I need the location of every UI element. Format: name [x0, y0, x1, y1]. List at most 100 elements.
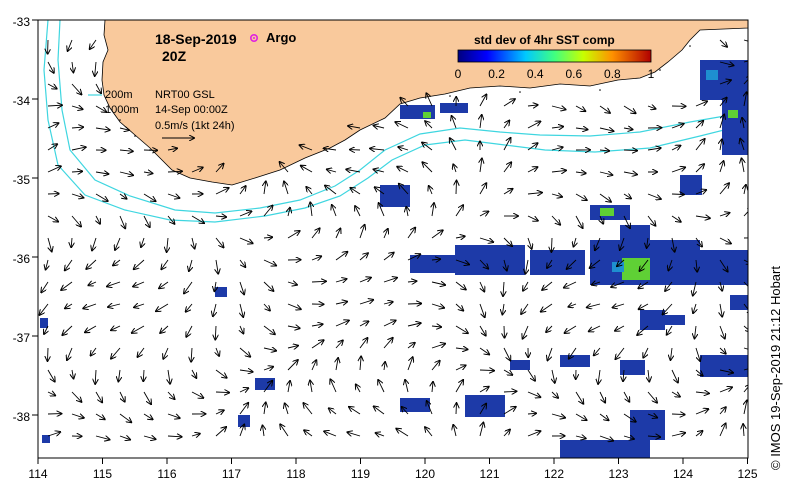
current-arrow [426, 93, 433, 107]
current-arrow [479, 347, 489, 354]
current-arrow [303, 403, 313, 415]
current-arrow [95, 193, 108, 201]
current-arrow [480, 159, 482, 173]
current-arrow [527, 431, 540, 437]
current-arrow [288, 381, 290, 393]
current-arrow [95, 413, 105, 419]
current-arrow [743, 60, 748, 63]
current-arrow [71, 215, 81, 227]
sst-patches [40, 60, 748, 458]
current-arrow [425, 121, 433, 129]
current-arrow [600, 215, 603, 224]
current-arrow [143, 172, 152, 173]
current-arrow [671, 146, 680, 150]
current-arrow [65, 259, 73, 270]
current-arrow [40, 303, 49, 315]
current-arrow [671, 347, 673, 360]
current-arrow [47, 144, 57, 151]
current-arrow [623, 172, 637, 175]
current-arrow [575, 413, 587, 420]
current-arrow [720, 281, 722, 291]
current-arrow [95, 61, 96, 76]
current-arrow [402, 407, 409, 415]
current-arrow [453, 164, 456, 173]
current-arrow [574, 237, 577, 247]
current-arrow [479, 183, 486, 195]
current-arrow [695, 164, 704, 173]
current-arrow [568, 304, 577, 307]
current-arrow [61, 281, 73, 290]
velocity-scale-label: 0.5m/s (1kt 24h) [155, 120, 234, 132]
current-arrow [638, 281, 649, 288]
current-arrow [47, 369, 55, 382]
current-arrow [719, 325, 725, 339]
current-arrow [324, 148, 337, 150]
current-arrow [263, 259, 276, 266]
current-arrow [47, 83, 57, 89]
current-arrow [743, 424, 744, 437]
current-arrow [719, 259, 728, 272]
current-arrow [589, 325, 601, 331]
current-arrow [327, 169, 337, 172]
current-arrow [72, 61, 73, 72]
current-arrow [456, 403, 457, 415]
current-arrow [119, 172, 133, 175]
current-arrow [551, 194, 562, 197]
current-arrow [168, 369, 170, 384]
current-arrow [425, 427, 433, 437]
current-arrow [86, 259, 97, 269]
current-arrow [399, 184, 409, 195]
current-arrow [263, 348, 276, 351]
current-arrow [351, 188, 361, 195]
current-arrow [548, 347, 553, 360]
current-arrow [648, 369, 649, 382]
current-arrow [479, 325, 486, 336]
current-arrow [311, 228, 320, 239]
current-arrow [456, 181, 457, 195]
current-arrow [623, 105, 636, 113]
current-arrow [88, 282, 97, 285]
current-arrow [240, 325, 243, 333]
current-arrow [422, 143, 433, 151]
current-arrow [263, 325, 275, 334]
current-arrow [167, 436, 182, 437]
current-arrow [720, 139, 722, 151]
current-arrow [167, 171, 182, 172]
current-arrow [184, 281, 193, 293]
current-arrow [647, 106, 656, 109]
current-arrow [695, 347, 700, 361]
current-arrow [239, 370, 253, 372]
current-arrow [397, 167, 409, 173]
y-tick-label: -37 [13, 331, 31, 345]
current-arrow [47, 105, 62, 106]
current-arrow [280, 424, 289, 437]
current-arrow [431, 344, 445, 349]
current-arrow [575, 436, 586, 438]
current-arrow [398, 147, 409, 150]
current-arrow [693, 303, 696, 313]
current-arrow [455, 281, 466, 290]
current-arrow [287, 303, 301, 309]
current-arrow [359, 338, 368, 349]
current-arrow [71, 194, 83, 198]
current-arrow [647, 414, 657, 418]
current-arrow [133, 281, 145, 287]
current-arrow [379, 203, 385, 217]
current-arrow [407, 304, 421, 305]
current-arrow [551, 391, 558, 398]
current-arrow [431, 230, 443, 239]
current-arrow [623, 413, 636, 422]
current-arrow [551, 170, 566, 172]
current-arrow [406, 207, 408, 217]
current-arrow [263, 303, 270, 311]
current-arrow [719, 370, 733, 373]
current-arrow [743, 325, 748, 332]
current-arrow [215, 392, 229, 393]
current-arrow [429, 186, 432, 195]
current-arrow [623, 391, 629, 402]
current-arrow [695, 237, 702, 247]
current-arrow [647, 391, 657, 403]
current-arrow [92, 237, 97, 250]
current-arrow [431, 282, 445, 285]
current-arrow [598, 369, 600, 384]
